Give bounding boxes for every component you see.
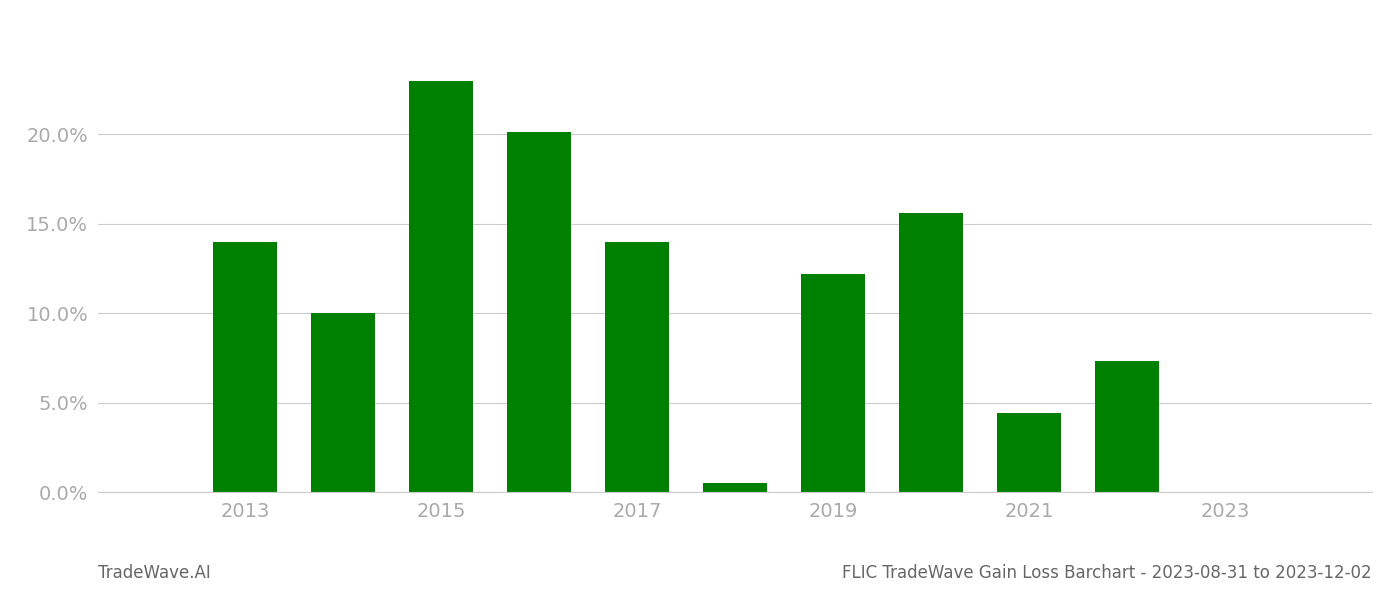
Bar bbox=[1095, 361, 1159, 492]
Bar bbox=[605, 242, 669, 492]
Bar bbox=[409, 80, 473, 492]
Bar bbox=[997, 413, 1061, 492]
Bar bbox=[801, 274, 865, 492]
Bar bbox=[703, 483, 767, 492]
Bar bbox=[311, 313, 375, 492]
Text: FLIC TradeWave Gain Loss Barchart - 2023-08-31 to 2023-12-02: FLIC TradeWave Gain Loss Barchart - 2023… bbox=[843, 564, 1372, 582]
Bar bbox=[213, 242, 277, 492]
Bar bbox=[899, 213, 963, 492]
Bar bbox=[507, 133, 571, 492]
Text: TradeWave.AI: TradeWave.AI bbox=[98, 564, 211, 582]
